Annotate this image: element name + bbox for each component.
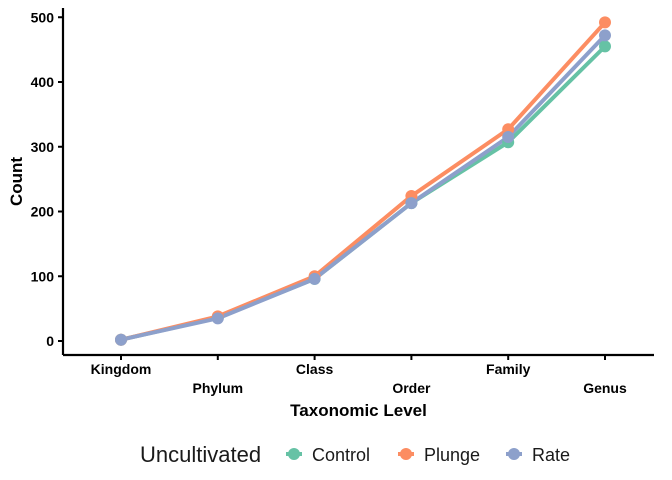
legend-key-dot [288, 448, 300, 460]
y-tick-label: 400 [31, 74, 55, 90]
y-tick-label: 200 [31, 204, 55, 220]
plot-area [115, 16, 611, 346]
legend-title: Uncultivated [140, 442, 261, 467]
legend-key-dot [508, 448, 520, 460]
x-tick-label: Kingdom [91, 361, 152, 377]
series-line-plunge [119, 20, 607, 342]
x-tick-label: Order [392, 380, 431, 396]
y-tick-label: 100 [31, 268, 55, 284]
x-tick-label: Phylum [193, 380, 244, 396]
data-point-rate [599, 29, 611, 42]
x-axis-title: Taxonomic Level [290, 401, 427, 420]
y-axis-title: Count [7, 157, 26, 206]
axis-ticks: 0 100 200 300 400 500 Kingdom Phylum Class Order F… [31, 9, 627, 396]
legend-key-dot [400, 448, 412, 460]
data-point-rate [115, 333, 127, 346]
legend-label-rate: Rate [532, 445, 570, 465]
x-tick-label: Class [296, 361, 334, 377]
x-tick-label: Genus [583, 380, 627, 396]
data-point-rate [211, 312, 224, 325]
data-point-rate [308, 272, 321, 285]
y-tick-label: 0 [46, 333, 54, 349]
axes [61, 8, 654, 357]
legend: Uncultivated Control Plunge Rate [140, 442, 570, 467]
legend-items: Control Plunge Rate [286, 445, 570, 465]
series-line-control [119, 44, 607, 342]
data-point-control [599, 40, 611, 53]
y-tick-label: 300 [31, 139, 55, 155]
series-line-rate [119, 33, 607, 342]
legend-label-plunge: Plunge [424, 445, 480, 465]
data-point-rate [405, 197, 418, 210]
legend-label-control: Control [312, 445, 370, 465]
data-point-plunge [599, 16, 611, 29]
x-tick-label: Family [486, 361, 531, 377]
data-point-rate [502, 131, 515, 144]
y-tick-label: 500 [31, 9, 55, 25]
